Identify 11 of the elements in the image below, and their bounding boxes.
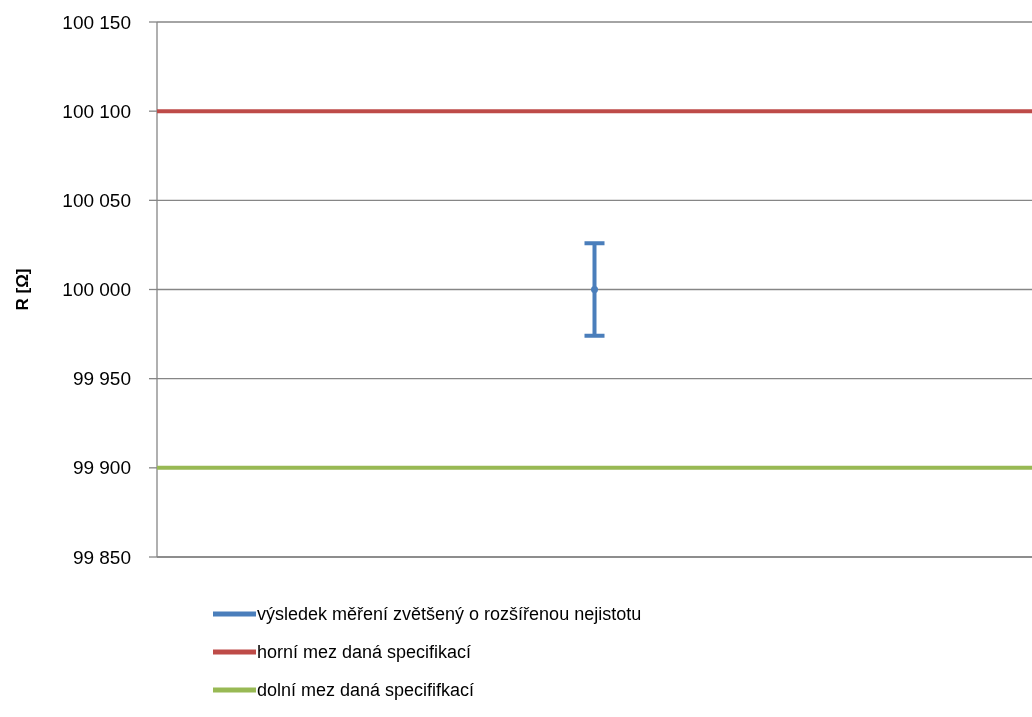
y-tick-label: 100 050 [62, 189, 131, 211]
legend-label: výsledek měření zvětšený o rozšířenou nejistotu [257, 604, 642, 625]
y-tick-label: 100 000 [62, 279, 131, 301]
y-tick-label: 99 950 [72, 368, 131, 390]
legend-label: dolní mez daná specififkací [257, 680, 475, 701]
y-axis-title: R [Ω] [12, 268, 32, 311]
y-tick-label: 99 850 [72, 546, 131, 568]
legend-label: horní mez daná specifikací [257, 642, 472, 663]
y-tick-label: 100 100 [62, 100, 131, 122]
y-tick-label: 99 900 [72, 457, 131, 479]
y-tick-label: 100 150 [62, 11, 131, 33]
